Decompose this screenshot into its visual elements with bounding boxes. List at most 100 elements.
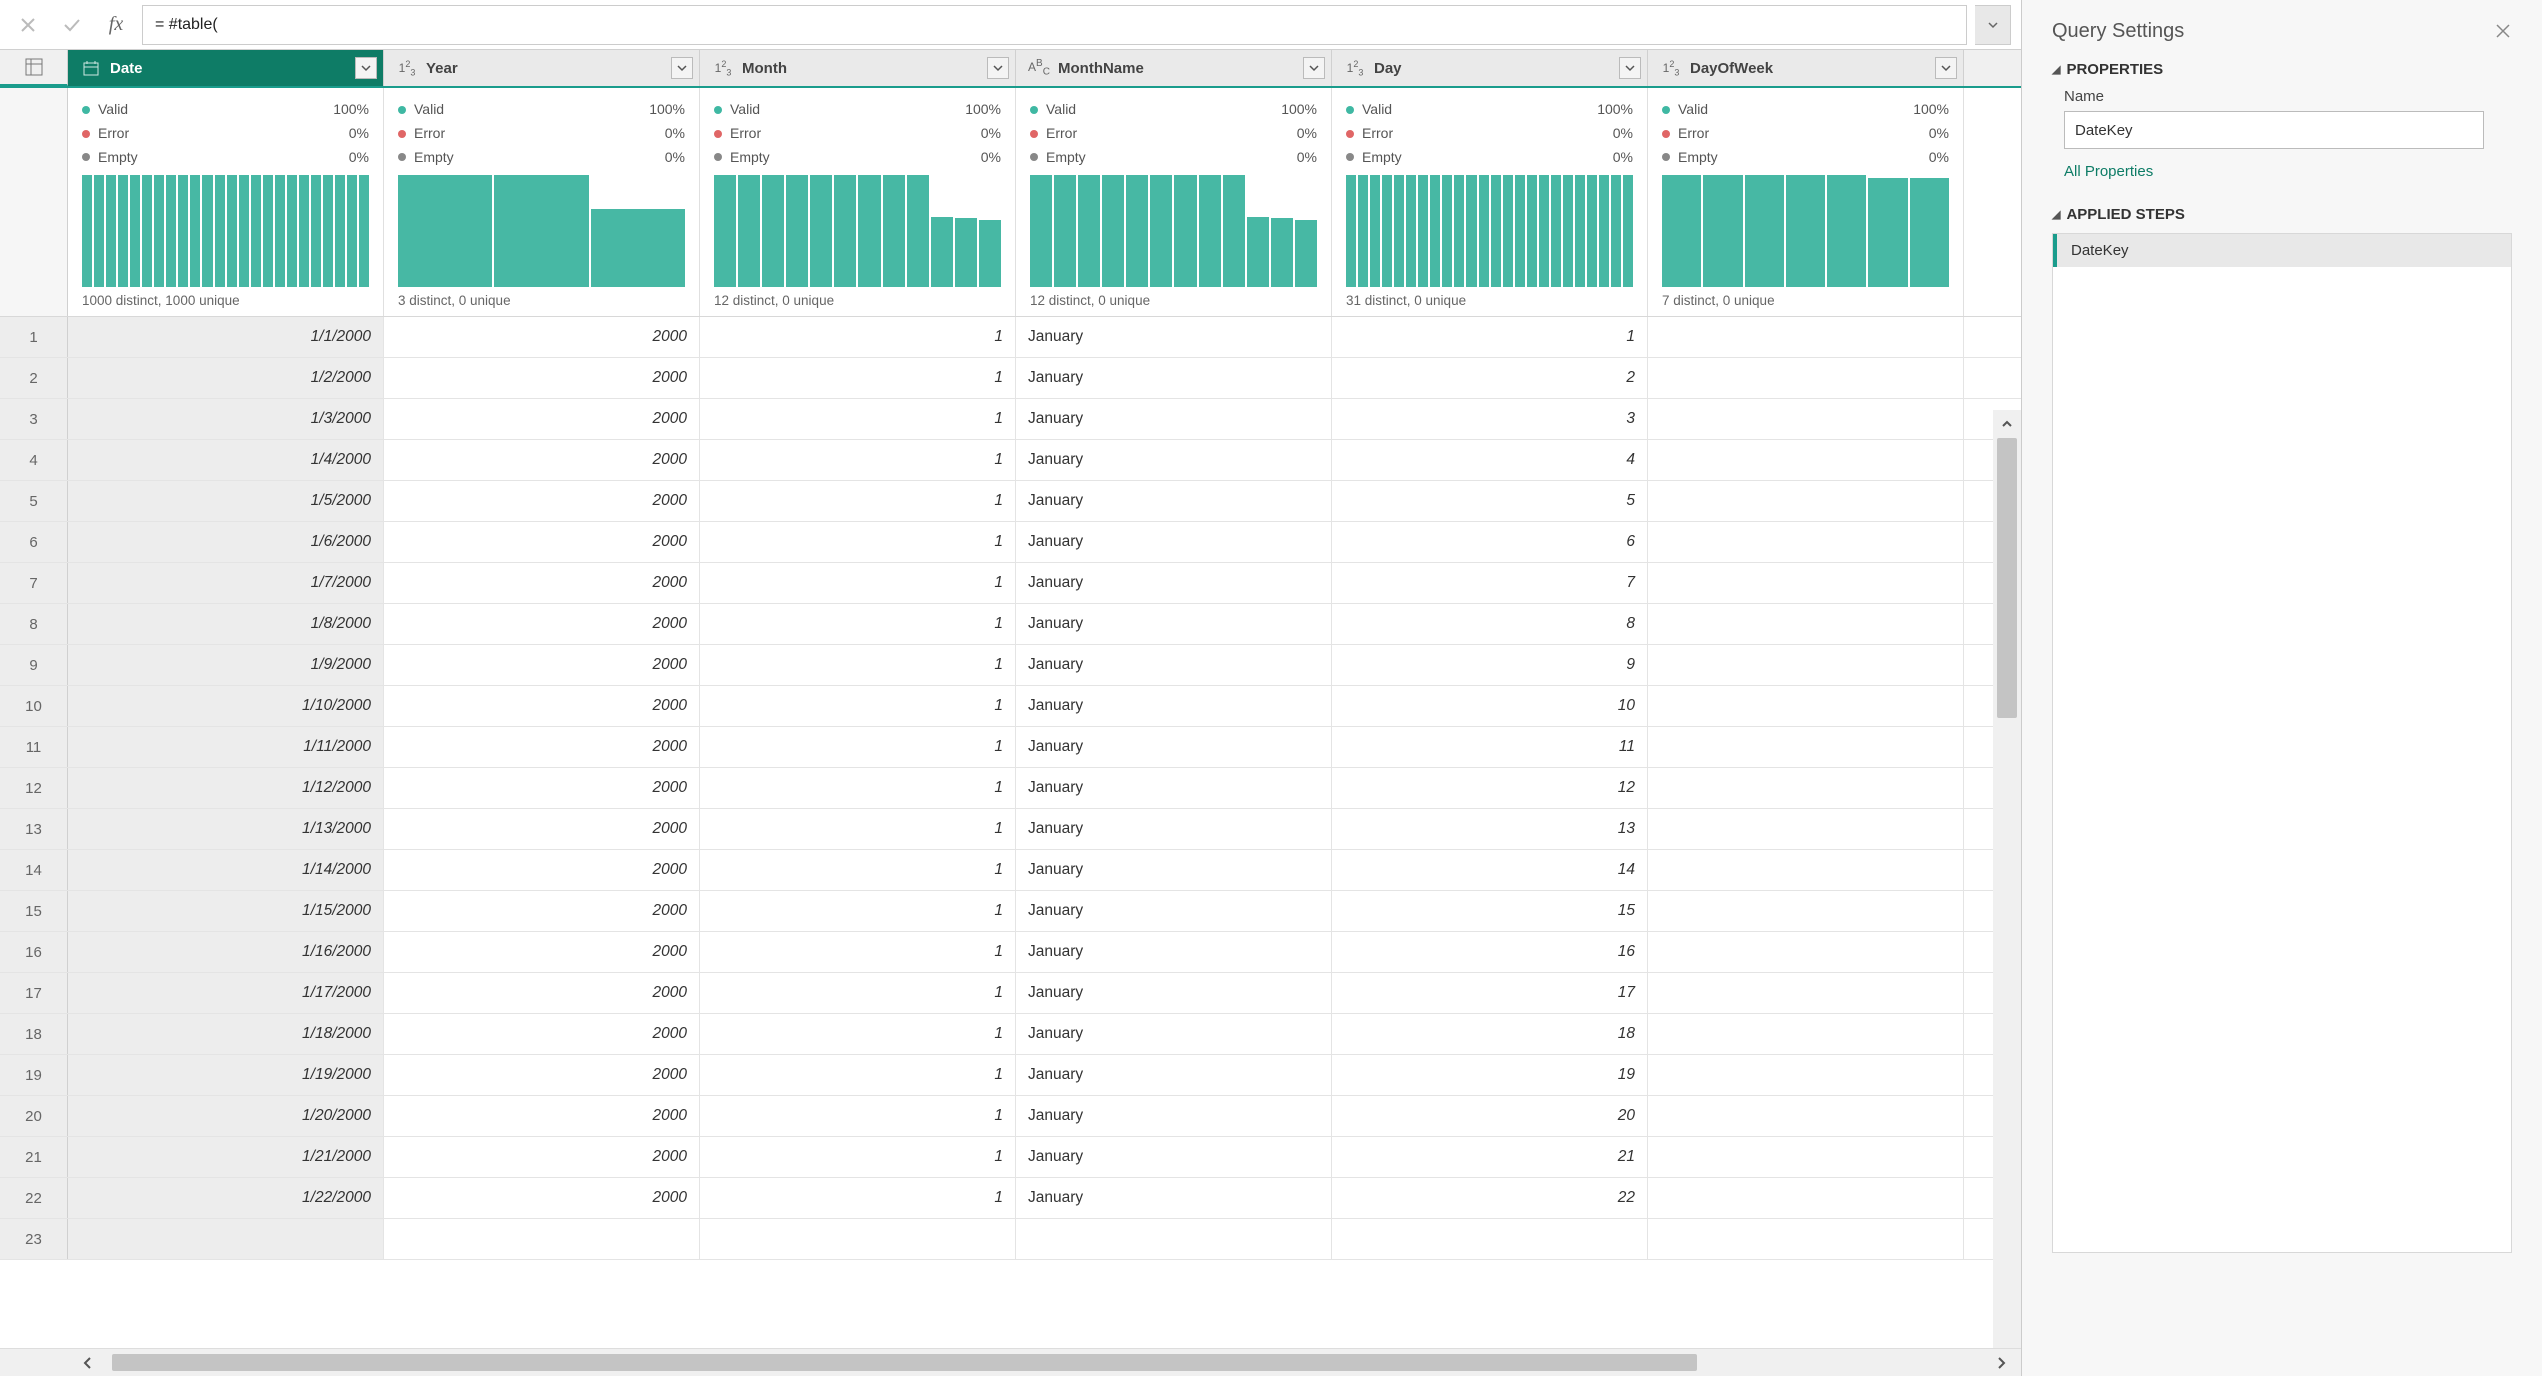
column-filter-button[interactable] [1619,57,1641,79]
cell-dayofweek[interactable] [1648,317,1964,357]
cell-day[interactable]: 11 [1332,727,1648,767]
cell-year[interactable]: 2000 [384,850,700,890]
cell-month[interactable]: 1 [700,645,1016,685]
cell-month[interactable]: 1 [700,686,1016,726]
cell-year[interactable]: 2000 [384,1055,700,1095]
formula-cancel-button[interactable] [10,7,46,43]
cell-date[interactable]: 1/20/2000 [68,1096,384,1136]
column-header-monthname[interactable]: ABCMonthName [1016,50,1332,86]
table-row[interactable]: 191/19/200020001January19 [0,1055,2021,1096]
cell-date[interactable]: 1/14/2000 [68,850,384,890]
row-number[interactable]: 4 [0,440,68,480]
cell-day[interactable]: 14 [1332,850,1648,890]
cell-date[interactable]: 1/9/2000 [68,645,384,685]
cell-day[interactable]: 4 [1332,440,1648,480]
cell-monthname[interactable]: January [1016,317,1332,357]
cell-monthname[interactable]: January [1016,481,1332,521]
cell-date[interactable]: 1/5/2000 [68,481,384,521]
cell-dayofweek[interactable] [1648,604,1964,644]
cell-monthname[interactable]: January [1016,1096,1332,1136]
cell-dayofweek[interactable] [1648,481,1964,521]
cell-day[interactable]: 20 [1332,1096,1648,1136]
table-row[interactable]: 181/18/200020001January18 [0,1014,2021,1055]
cell-month[interactable]: 1 [700,1178,1016,1218]
table-row[interactable]: 23 [0,1219,2021,1260]
table-row[interactable]: 161/16/200020001January16 [0,932,2021,973]
cell-date[interactable]: 1/6/2000 [68,522,384,562]
cell-date[interactable]: 1/8/2000 [68,604,384,644]
cell-dayofweek[interactable] [1648,1096,1964,1136]
row-number[interactable]: 23 [0,1219,68,1259]
type-icon[interactable]: 123 [1342,59,1368,77]
column-header-day[interactable]: 123Day [1332,50,1648,86]
cell-dayofweek[interactable] [1648,399,1964,439]
column-header-year[interactable]: 123Year [384,50,700,86]
row-number[interactable]: 9 [0,645,68,685]
cell-monthname[interactable]: January [1016,1137,1332,1177]
cell-month[interactable]: 1 [700,1055,1016,1095]
cell-monthname[interactable]: January [1016,809,1332,849]
scroll-down-button[interactable] [1993,1342,2021,1348]
cell-date[interactable]: 1/11/2000 [68,727,384,767]
row-number[interactable]: 3 [0,399,68,439]
table-row[interactable]: 171/17/200020001January17 [0,973,2021,1014]
cell-day[interactable]: 16 [1332,932,1648,972]
cell-year[interactable]: 2000 [384,317,700,357]
cell-monthname[interactable]: January [1016,1055,1332,1095]
cell-year[interactable]: 2000 [384,1178,700,1218]
cell-dayofweek[interactable] [1648,768,1964,808]
cell-year[interactable]: 2000 [384,440,700,480]
table-row[interactable]: 21/2/200020001January2 [0,358,2021,399]
formula-expand-button[interactable] [1975,5,2011,45]
cell-day[interactable]: 13 [1332,809,1648,849]
cell-month[interactable]: 1 [700,522,1016,562]
row-number[interactable]: 14 [0,850,68,890]
vscroll-thumb[interactable] [1997,438,2017,718]
cell-day[interactable]: 21 [1332,1137,1648,1177]
column-filter-button[interactable] [1303,57,1325,79]
cell-monthname[interactable]: January [1016,1014,1332,1054]
cell-monthname[interactable]: January [1016,686,1332,726]
cell-month[interactable] [700,1219,1016,1259]
cell-date[interactable]: 1/1/2000 [68,317,384,357]
column-filter-button[interactable] [355,57,377,79]
row-number[interactable]: 17 [0,973,68,1013]
cell-monthname[interactable]: January [1016,727,1332,767]
cell-day[interactable]: 17 [1332,973,1648,1013]
cell-day[interactable]: 3 [1332,399,1648,439]
cell-year[interactable]: 2000 [384,809,700,849]
cell-date[interactable]: 1/22/2000 [68,1178,384,1218]
cell-day[interactable] [1332,1219,1648,1259]
cell-day[interactable]: 2 [1332,358,1648,398]
table-row[interactable]: 211/21/200020001January21 [0,1137,2021,1178]
cell-day[interactable]: 8 [1332,604,1648,644]
cell-date[interactable]: 1/4/2000 [68,440,384,480]
cell-month[interactable]: 1 [700,604,1016,644]
cell-day[interactable]: 15 [1332,891,1648,931]
cell-year[interactable]: 2000 [384,604,700,644]
cell-dayofweek[interactable] [1648,440,1964,480]
cell-day[interactable]: 7 [1332,563,1648,603]
row-number[interactable]: 2 [0,358,68,398]
scroll-left-button[interactable] [68,1349,108,1376]
cell-date[interactable]: 1/7/2000 [68,563,384,603]
table-row[interactable]: 201/20/200020001January20 [0,1096,2021,1137]
cell-dayofweek[interactable] [1648,563,1964,603]
cell-dayofweek[interactable] [1648,1137,1964,1177]
cell-monthname[interactable]: January [1016,522,1332,562]
table-row[interactable]: 131/13/200020001January13 [0,809,2021,850]
cell-date[interactable]: 1/15/2000 [68,891,384,931]
cell-year[interactable]: 2000 [384,563,700,603]
cell-date[interactable]: 1/17/2000 [68,973,384,1013]
table-row[interactable]: 91/9/200020001January9 [0,645,2021,686]
cell-year[interactable]: 2000 [384,891,700,931]
cell-date[interactable]: 1/13/2000 [68,809,384,849]
row-number[interactable]: 13 [0,809,68,849]
cell-month[interactable]: 1 [700,481,1016,521]
cell-dayofweek[interactable] [1648,932,1964,972]
row-number[interactable]: 20 [0,1096,68,1136]
scroll-up-button[interactable] [1993,410,2021,438]
column-filter-button[interactable] [671,57,693,79]
type-icon[interactable]: ABC [1026,58,1052,77]
cell-monthname[interactable]: January [1016,850,1332,890]
